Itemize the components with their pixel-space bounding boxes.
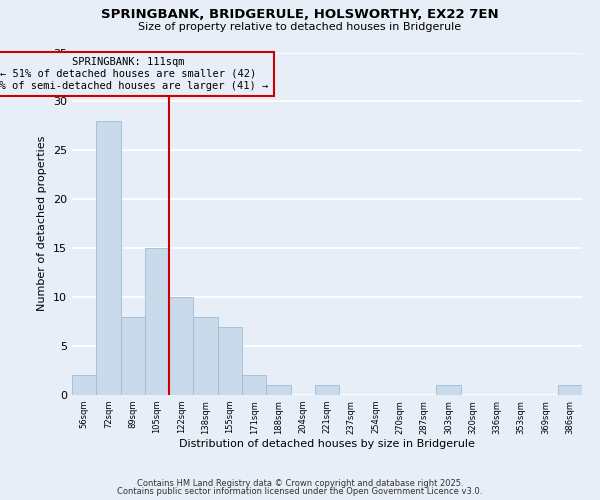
Text: Contains HM Land Registry data © Crown copyright and database right 2025.: Contains HM Land Registry data © Crown c… (137, 478, 463, 488)
Bar (193, 316, 218, 395)
Bar (218, 326, 242, 395)
Bar (72, 376, 96, 395)
X-axis label: Distribution of detached houses by size in Bridgerule: Distribution of detached houses by size … (179, 440, 475, 450)
Bar (96, 121, 121, 395)
Text: Size of property relative to detached houses in Bridgerule: Size of property relative to detached ho… (139, 22, 461, 32)
Bar (145, 248, 169, 395)
Bar (266, 385, 290, 395)
Bar (436, 385, 461, 395)
Bar (169, 297, 193, 395)
Text: Contains public sector information licensed under the Open Government Licence v3: Contains public sector information licen… (118, 487, 482, 496)
Bar (121, 316, 145, 395)
Text: SPRINGBANK, BRIDGERULE, HOLSWORTHY, EX22 7EN: SPRINGBANK, BRIDGERULE, HOLSWORTHY, EX22… (101, 8, 499, 20)
Bar (242, 376, 266, 395)
Bar (315, 385, 339, 395)
Y-axis label: Number of detached properties: Number of detached properties (37, 136, 47, 312)
Text: SPRINGBANK: 111sqm
← 51% of detached houses are smaller (42)
49% of semi-detache: SPRINGBANK: 111sqm ← 51% of detached hou… (0, 58, 268, 90)
Bar (558, 385, 582, 395)
